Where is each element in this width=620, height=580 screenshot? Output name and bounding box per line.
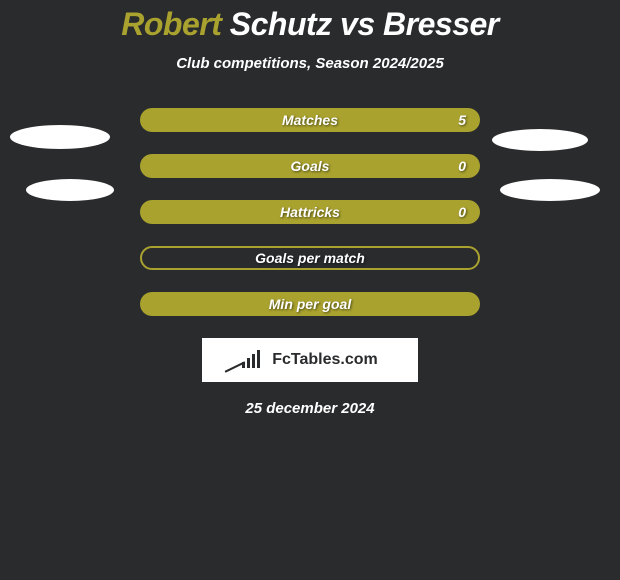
bar-label: Goals per match (140, 246, 480, 270)
bar-track: Goals per match (140, 246, 480, 270)
page-title: Robert Schutz vs Bresser (0, 0, 620, 43)
bar-label: Min per goal (140, 292, 480, 316)
bar-label: Matches (140, 108, 480, 132)
bar-track: Hattricks0 (140, 200, 480, 224)
logo-text: FcTables.com (272, 351, 378, 369)
chart-icon (242, 350, 268, 370)
bar-value: 0 (458, 200, 466, 224)
logo-inner: FcTables.com (242, 350, 378, 370)
bar-track: Min per goal (140, 292, 480, 316)
bar-value: 0 (458, 154, 466, 178)
decorative-ellipse (26, 179, 114, 201)
stat-row: Min per goal (0, 292, 620, 316)
decorative-ellipse (10, 125, 110, 149)
bar-label: Goals (140, 154, 480, 178)
stat-row: Hattricks0 (0, 200, 620, 224)
stat-row: Goals0 (0, 154, 620, 178)
title-rest: Schutz vs Bresser (221, 6, 498, 42)
stat-row: Goals per match (0, 246, 620, 270)
date-label: 25 december 2024 (0, 400, 620, 417)
bar-label: Hattricks (140, 200, 480, 224)
decorative-ellipse (492, 129, 588, 151)
bar-value: 5 (458, 108, 466, 132)
bar-track: Goals0 (140, 154, 480, 178)
bar-track: Matches5 (140, 108, 480, 132)
subtitle: Club competitions, Season 2024/2025 (0, 55, 620, 72)
decorative-ellipse (500, 179, 600, 201)
fctables-logo[interactable]: FcTables.com (202, 338, 418, 382)
title-accent: Robert (121, 6, 221, 42)
